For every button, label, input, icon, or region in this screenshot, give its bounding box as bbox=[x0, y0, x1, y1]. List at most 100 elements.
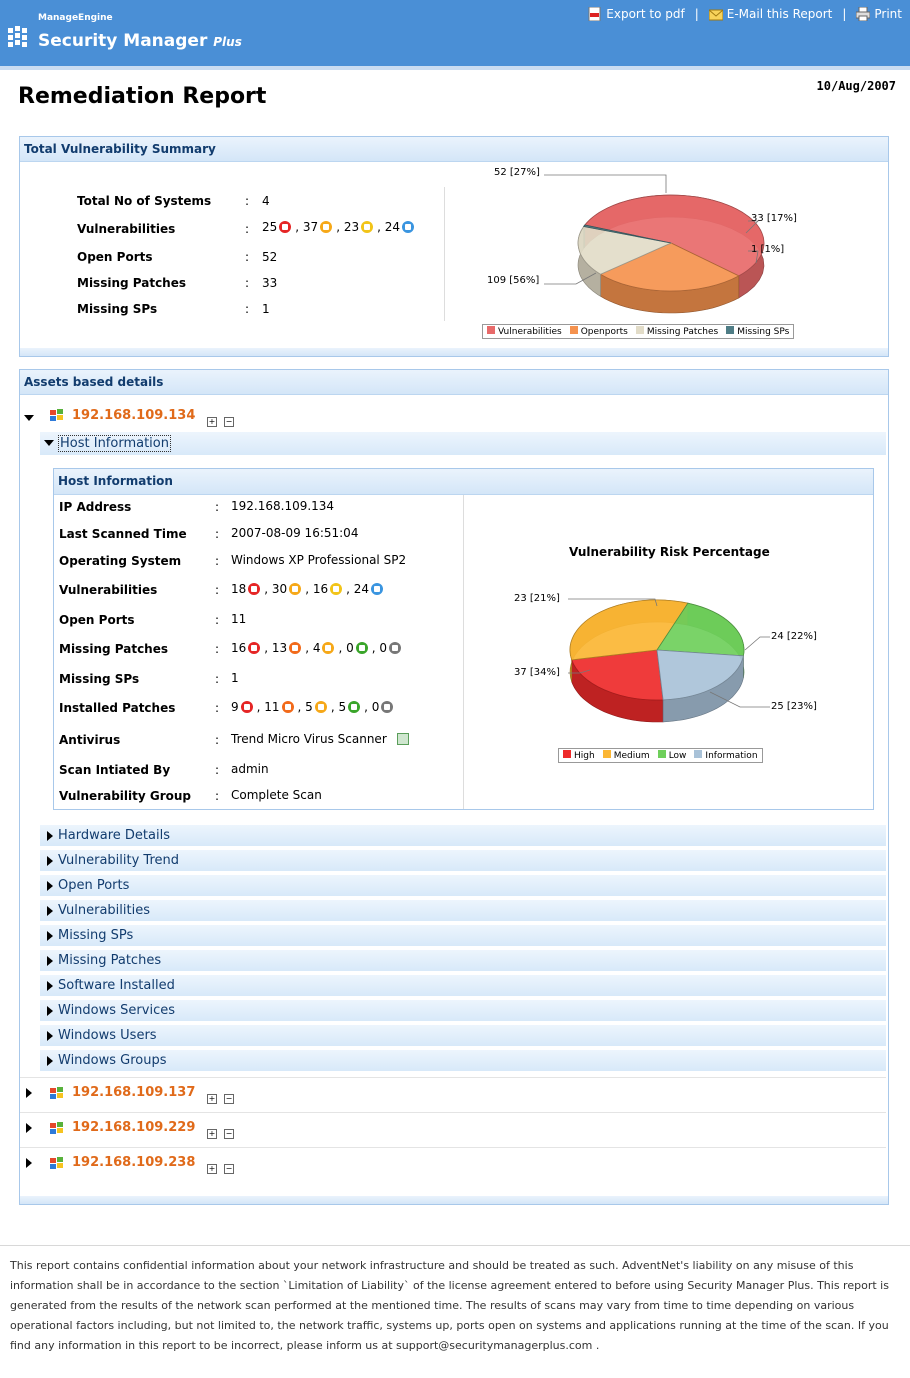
expand-arrow-icon[interactable] bbox=[26, 1123, 32, 1133]
section-label[interactable]: Open Ports bbox=[58, 878, 130, 893]
section-label[interactable]: Vulnerability Trend bbox=[58, 853, 179, 868]
expand-all-icon[interactable]: + bbox=[207, 1094, 217, 1104]
missing-sps-value: 1 bbox=[262, 302, 270, 316]
host-info-divider bbox=[463, 495, 464, 809]
host-field-colon: : bbox=[215, 613, 220, 627]
severity-count: , 11 bbox=[256, 700, 280, 714]
section-bar[interactable]: Missing Patches bbox=[40, 950, 886, 972]
section-label[interactable]: Missing Patches bbox=[58, 953, 162, 968]
page-title: Remediation Report bbox=[18, 84, 267, 109]
collapse-all-icon[interactable]: − bbox=[224, 1164, 234, 1174]
brand-name: Security Manager bbox=[38, 31, 208, 51]
host-ip-link[interactable]: 192.168.109.137 bbox=[72, 1085, 196, 1100]
expand-arrow-icon[interactable] bbox=[47, 1056, 53, 1066]
export-pdf-label: Export to pdf bbox=[606, 7, 685, 21]
severity-icon bbox=[322, 642, 335, 654]
host-field-colon: : bbox=[215, 527, 220, 541]
pie-leader-line bbox=[745, 220, 759, 234]
pie-slice-missing-patches bbox=[577, 226, 673, 275]
summary-label: Missing SPs bbox=[77, 302, 158, 316]
section-bar[interactable]: Hardware Details bbox=[40, 825, 886, 847]
host-field-colon: : bbox=[215, 701, 220, 715]
expand-all-icon[interactable]: + bbox=[207, 1129, 217, 1139]
host-row[interactable] bbox=[24, 410, 34, 426]
host-field-label: Scan Intiated By bbox=[59, 763, 171, 777]
severity-icon bbox=[355, 642, 368, 654]
host-field-value: Complete Scan bbox=[231, 788, 322, 802]
section-label[interactable]: Windows Users bbox=[58, 1028, 157, 1043]
collapse-all-icon[interactable]: − bbox=[224, 1129, 234, 1139]
antivirus-details-icon[interactable] bbox=[396, 733, 409, 745]
collapse-all-icon[interactable]: − bbox=[224, 1094, 234, 1104]
host-ip-link[interactable]: 192.168.109.238 bbox=[72, 1155, 196, 1170]
expand-arrow-icon[interactable] bbox=[47, 956, 53, 966]
section-label[interactable]: Hardware Details bbox=[58, 828, 170, 843]
legend-item: Vulnerabilities bbox=[487, 326, 562, 337]
host-field-text: 2007-08-09 16:51:04 bbox=[231, 526, 359, 540]
pie-leader-line bbox=[568, 669, 591, 674]
info-count: , 24 bbox=[377, 220, 400, 234]
expand-arrow-icon[interactable] bbox=[47, 981, 53, 991]
expand-all-icon[interactable]: + bbox=[207, 1164, 217, 1174]
risk-chart-title: Vulnerability Risk Percentage bbox=[569, 545, 770, 559]
collapse-all-icon[interactable]: − bbox=[224, 417, 234, 427]
severity-count: , 0 bbox=[338, 641, 354, 655]
pie-slice-missing-sps bbox=[583, 224, 672, 244]
export-pdf-link[interactable]: Export to pdf bbox=[588, 7, 685, 21]
expand-arrow-icon[interactable] bbox=[47, 881, 53, 891]
expand-arrow-icon[interactable] bbox=[47, 1006, 53, 1016]
host-info-toggle-label[interactable]: Host Information bbox=[58, 435, 171, 452]
printer-icon bbox=[856, 7, 871, 21]
expand-arrow-icon[interactable] bbox=[47, 856, 53, 866]
expand-arrow-icon[interactable] bbox=[26, 1158, 32, 1168]
expand-arrow-icon[interactable] bbox=[47, 831, 53, 841]
section-label[interactable]: Software Installed bbox=[58, 978, 175, 993]
expand-arrow-icon[interactable] bbox=[26, 1088, 32, 1098]
top-links: Export to pdf | E-Mail this Report | Pri… bbox=[588, 5, 902, 23]
section-bar[interactable]: Windows Groups bbox=[40, 1050, 886, 1072]
section-bar[interactable]: Vulnerability Trend bbox=[40, 850, 886, 872]
collapse-arrow-icon[interactable] bbox=[24, 415, 34, 421]
summary-pie-legend: Vulnerabilities Openports Missing Patche… bbox=[482, 324, 795, 339]
section-bar[interactable]: Windows Users bbox=[40, 1025, 886, 1047]
severity-icon bbox=[330, 583, 343, 595]
print-link[interactable]: Print bbox=[856, 7, 902, 21]
host-field-text: 11 bbox=[231, 612, 247, 626]
host-mp-counts: 16 , 13 , 4 , 0 , 0 bbox=[231, 641, 403, 655]
section-label[interactable]: Missing SPs bbox=[58, 928, 134, 943]
host-ip-link[interactable]: 192.168.109.229 bbox=[72, 1120, 196, 1135]
host-field-label: IP Address bbox=[59, 500, 132, 514]
section-bar[interactable]: Open Ports bbox=[40, 875, 886, 897]
section-bar[interactable]: Software Installed bbox=[40, 975, 886, 997]
expand-arrow-icon[interactable] bbox=[47, 931, 53, 941]
brand-title: Security Manager Plus bbox=[38, 31, 242, 51]
windows-flag-icon bbox=[50, 1087, 63, 1099]
section-label[interactable]: Windows Services bbox=[58, 1003, 175, 1018]
summary-colon: : bbox=[245, 222, 250, 236]
row-divider bbox=[20, 1077, 886, 1078]
host-inst-counts: 9 , 11 , 5 , 5 , 0 bbox=[231, 700, 395, 714]
section-label[interactable]: Windows Groups bbox=[58, 1053, 167, 1068]
section-bar[interactable]: Missing SPs bbox=[40, 925, 886, 947]
panel-footer bbox=[20, 348, 888, 356]
email-report-link[interactable]: E-Mail this Report bbox=[708, 7, 832, 21]
pie-label-high: 25 [23%] bbox=[771, 701, 817, 712]
pie-slice-information bbox=[656, 649, 744, 701]
host-ip-link[interactable]: 192.168.109.134 bbox=[72, 408, 196, 423]
collapse-arrow-icon[interactable] bbox=[44, 440, 54, 446]
disclaimer-text: This report contains confidential inform… bbox=[10, 1259, 889, 1352]
expand-all-icon[interactable]: + bbox=[207, 417, 217, 427]
expand-arrow-icon[interactable] bbox=[47, 1031, 53, 1041]
host-field-colon: : bbox=[215, 583, 220, 597]
severity-count: , 13 bbox=[264, 641, 288, 655]
expand-arrow-icon[interactable] bbox=[47, 906, 53, 916]
summary-divider bbox=[444, 187, 445, 321]
pie-label-medium: 37 [34%] bbox=[514, 667, 560, 678]
severity-icon bbox=[371, 583, 383, 595]
section-label[interactable]: Vulnerabilities bbox=[58, 903, 150, 918]
section-bar[interactable]: Vulnerabilities bbox=[40, 900, 886, 922]
host-field-colon: : bbox=[215, 554, 220, 568]
risk-pie-chart bbox=[568, 598, 770, 723]
section-bar[interactable]: Windows Services bbox=[40, 1000, 886, 1022]
host-info-toggle-bar[interactable]: Host Information bbox=[40, 432, 886, 455]
